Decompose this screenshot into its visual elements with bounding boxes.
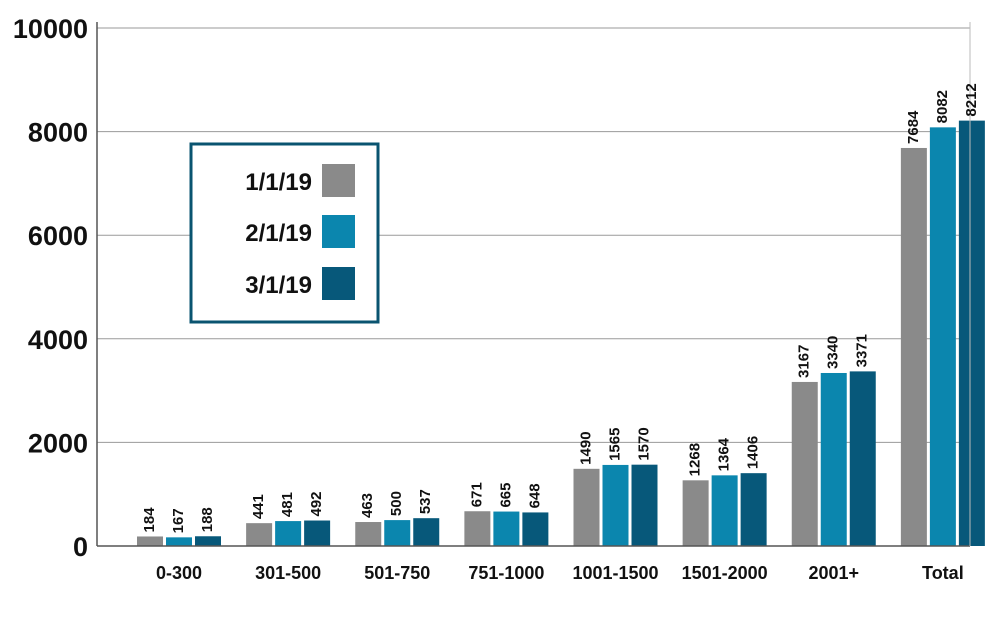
bar-0-300-1/1/19: [137, 536, 163, 546]
bar-301-500-2/1/19: [275, 521, 302, 546]
bar-2001+-3/1/19: [849, 371, 876, 546]
data-label: 1570: [635, 427, 652, 460]
bar-751-1000-2/1/19: [493, 511, 520, 546]
data-label: 537: [417, 489, 434, 514]
y-tick-label: 10000: [13, 14, 88, 44]
data-label: 8212: [963, 83, 980, 116]
bar-Total-1/1/19: [900, 147, 927, 546]
legend: 1/1/19 2/1/19 3/1/19: [189, 142, 380, 324]
bar-501-750-3/1/19: [413, 518, 440, 546]
x-tick-label: 0-300: [156, 563, 202, 583]
legend-label: 2/1/19: [245, 220, 312, 247]
legend-swatch: [322, 164, 355, 197]
x-tick-label: 2001+: [808, 563, 859, 583]
bar-301-500-3/1/19: [304, 520, 331, 546]
bar-1501-2000-2/1/19: [711, 475, 738, 546]
data-label: 500: [388, 491, 405, 516]
bars: [137, 120, 985, 546]
data-label: 7684: [905, 110, 922, 144]
bar-Total-3/1/19: [958, 120, 985, 546]
data-label: 184: [141, 507, 158, 533]
bar-501-750-1/1/19: [355, 522, 382, 546]
data-label: 665: [497, 483, 514, 508]
bar-751-1000-3/1/19: [522, 512, 549, 546]
bar-1501-2000-3/1/19: [740, 473, 767, 546]
data-label: 492: [308, 491, 325, 516]
x-tick-label: 751-1000: [468, 563, 544, 583]
x-tick-label: 501-750: [364, 563, 430, 583]
data-label: 8082: [934, 90, 951, 123]
data-label: 671: [468, 482, 485, 507]
bar-1001-1500-3/1/19: [631, 464, 658, 546]
y-tick-label: 2000: [28, 428, 88, 458]
bar-1001-1500-2/1/19: [602, 464, 629, 546]
data-label: 463: [359, 493, 376, 518]
legend-swatch: [322, 267, 355, 300]
x-tick-label: 1501-2000: [682, 563, 768, 583]
data-label: 1268: [687, 443, 704, 476]
y-tick-label: 0: [73, 532, 88, 562]
legend-label: 3/1/19: [245, 272, 312, 299]
bar-0-300-3/1/19: [195, 536, 221, 546]
x-tick-label: 1001-1500: [572, 563, 658, 583]
legend-swatch: [322, 215, 355, 248]
data-label: 1406: [745, 436, 762, 469]
y-tick-label: 6000: [28, 221, 88, 251]
bar-1501-2000-1/1/19: [682, 480, 709, 546]
y-tick-label: 4000: [28, 325, 88, 355]
legend-label: 1/1/19: [245, 169, 312, 196]
data-label: 1490: [577, 431, 594, 464]
data-labels: 184 167 188 441 481 492 463 500 537 671 665 648 1490…: [141, 83, 980, 533]
data-label: 3167: [796, 345, 813, 378]
data-label: 648: [526, 483, 543, 508]
bar-2001+-1/1/19: [791, 381, 818, 546]
y-tick-label: 8000: [28, 118, 88, 148]
bar-301-500-1/1/19: [246, 523, 273, 546]
data-label: 1364: [716, 437, 733, 471]
x-tick-label: 301-500: [255, 563, 321, 583]
x-tick-label: Total: [922, 563, 964, 583]
bar-1001-1500-1/1/19: [573, 468, 600, 546]
data-label: 481: [279, 492, 296, 517]
data-label: 441: [250, 494, 267, 519]
bar-2001+-2/1/19: [820, 372, 847, 546]
data-label: 3371: [854, 334, 871, 367]
bar-501-750-2/1/19: [384, 520, 411, 546]
data-label: 1565: [606, 428, 623, 461]
data-label: 167: [170, 508, 187, 533]
bar-751-1000-1/1/19: [464, 511, 491, 546]
bar-0-300-2/1/19: [166, 537, 192, 546]
data-label: 3340: [825, 336, 842, 369]
bar-Total-2/1/19: [929, 127, 956, 546]
axes: 0 2000 4000 6000 8000 10000 0-300 301-500 501-75…: [13, 14, 971, 583]
data-label: 188: [199, 507, 216, 532]
